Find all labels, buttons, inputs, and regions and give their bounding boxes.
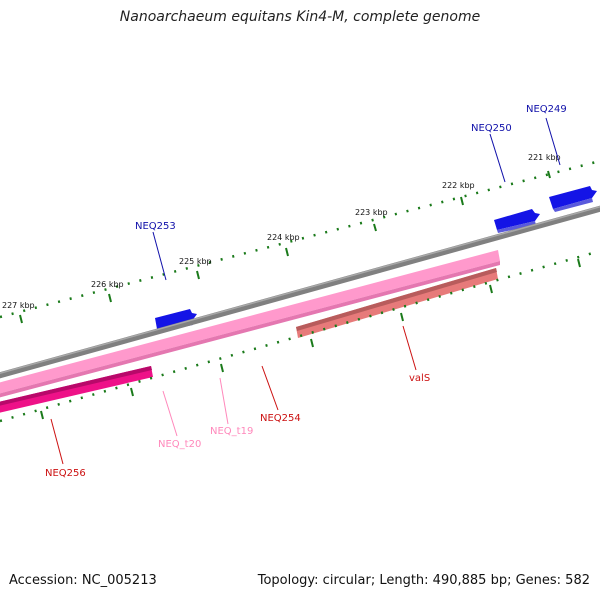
gene-arrow-NEQ249[interactable] [549, 186, 597, 209]
leader-NEQ250 [489, 133, 506, 183]
kbp-label-224: 224 kbp [267, 233, 300, 242]
gene-label-NEQ_t19: NEQ_t19 [210, 426, 253, 437]
inner-major-tick-2 [489, 284, 493, 294]
gene-label-valS: valS [409, 373, 430, 384]
gene-bar-NEQ256-shade [0, 366, 152, 406]
gene-label-NEQ254: NEQ254 [260, 413, 301, 424]
forward-cds-features [155, 186, 597, 332]
leader-NEQ253 [152, 231, 167, 281]
gene-label-NEQ_t20: NEQ_t20 [158, 439, 201, 450]
genome-backbone [0, 205, 600, 379]
kbp-label-227: 227 kbp [2, 301, 35, 310]
kbp-label-226: 226 kbp [91, 280, 124, 289]
feature-band-pink[interactable] [0, 250, 500, 396]
outer-tick-track [0, 159, 600, 324]
major-tick-224 [285, 247, 289, 257]
major-tick-226 [108, 293, 112, 303]
kbp-label-223: 223 kbp [355, 208, 388, 217]
kbp-label-225: 225 kbp [179, 257, 212, 266]
genome-backbone-highlight [0, 205, 600, 375]
gene-label-NEQ249: NEQ249 [526, 104, 567, 115]
topology-summary-text: Topology: circular; Length: 490,885 bp; … [257, 573, 590, 588]
inner-major-tick-6 [130, 387, 134, 397]
leader-NEQ249 [545, 117, 561, 166]
inner-major-tick-5 [220, 363, 224, 373]
inner-major-tick-3 [400, 312, 404, 322]
kbp-label-222: 222 kbp [442, 181, 475, 190]
gene-label-NEQ253: NEQ253 [135, 221, 176, 232]
kbp-label-221: 221 kbp [528, 153, 561, 162]
leader-NEQ_t20 [162, 390, 178, 437]
feature-band-pink-shade [0, 261, 500, 398]
inner-major-tick-1 [577, 258, 581, 268]
map-title: Nanoarchaeum equitans Kin4-M, complete g… [119, 9, 481, 25]
gene-arrow-NEQ250[interactable] [494, 209, 540, 230]
inner-tick-track [0, 249, 600, 423]
gene-arrow-NEQ253[interactable] [155, 309, 197, 329]
major-tick-225 [196, 270, 200, 280]
gene-label-NEQ256: NEQ256 [45, 468, 86, 479]
inner-major-tick-4 [310, 338, 314, 348]
leader-NEQ_t19 [219, 377, 229, 425]
leader-valS [402, 325, 417, 371]
inner-major-tick-7 [40, 410, 44, 420]
gene-bar-valS-shade [296, 268, 497, 331]
major-tick-227 [19, 314, 23, 324]
accession-text: Accession: NC_005213 [9, 573, 157, 588]
gene-arrow-NEQ250-shade [497, 221, 536, 233]
gene-label-NEQ250: NEQ250 [471, 123, 512, 134]
outer-minor-ticks [0, 159, 600, 319]
leader-NEQ256 [50, 418, 64, 465]
major-tick-223 [373, 223, 377, 232]
gene-arrow-NEQ249-shade [553, 198, 593, 212]
leader-NEQ254 [261, 365, 279, 411]
major-tick-221 [547, 170, 551, 179]
major-tick-222 [460, 196, 464, 206]
